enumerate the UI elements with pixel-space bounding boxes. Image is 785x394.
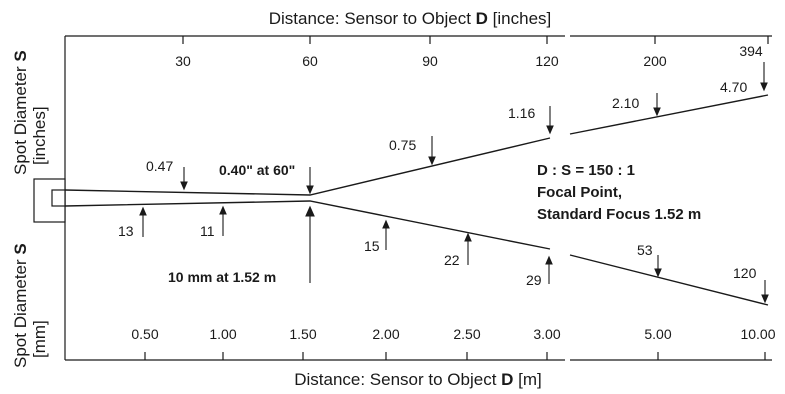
left-axis-lower-title: Spot Diameter S (11, 243, 30, 368)
inch-arrows (180, 62, 768, 195)
inch-label: 0.75 (389, 137, 416, 153)
mm-value-labels: 13 11 15 22 29 53 120 (118, 223, 757, 288)
bottom-tick-label: 10.00 (740, 326, 775, 342)
beam-lower-edge-far (569, 254, 769, 306)
left-axis-upper-unit: [inches] (30, 106, 49, 165)
beam-upper-edge (64, 137, 551, 196)
down-arrow-icon (653, 93, 661, 117)
bottom-tick-label: 5.00 (644, 326, 671, 342)
diagram-frame (64, 35, 772, 361)
focus-mm-note: 10 mm at 1.52 m (168, 269, 276, 285)
bottom-tick-label: 2.00 (372, 326, 399, 342)
spec-standard-focus: Standard Focus 1.52 m (537, 206, 701, 223)
top-axis-title: Distance: Sensor to Object D [inches] (269, 9, 552, 28)
down-arrow-icon (428, 136, 436, 166)
mm-down-arrows (654, 255, 769, 304)
bottom-tick-label: 1.50 (289, 326, 316, 342)
top-tick-label: 30 (175, 53, 191, 69)
spec-focal-point: Focal Point, (537, 184, 622, 201)
bottom-tick-label: 3.00 (533, 326, 560, 342)
inch-label: 4.70 (720, 79, 747, 95)
beam-outline (64, 94, 769, 306)
top-tick-label: 200 (643, 53, 667, 69)
mm-label: 15 (364, 238, 380, 254)
bottom-axis-title: Distance: Sensor to Object D [m] (294, 370, 542, 389)
spec-block: D : S = 150 : 1 Focal Point, Standard Fo… (537, 162, 701, 223)
down-arrow-icon (306, 167, 314, 195)
bottom-tick-label: 2.50 (453, 326, 480, 342)
spec-ratio: D : S = 150 : 1 (537, 162, 635, 179)
down-arrow-icon (546, 106, 554, 135)
mm-label: 22 (444, 252, 460, 268)
up-arrow-icon (545, 255, 553, 284)
top-tick-label: 60 (302, 53, 318, 69)
beam-upper-edge-far (569, 94, 769, 135)
down-arrow-icon (654, 255, 662, 278)
inch-value-labels: 0.47 0.75 1.16 2.10 4.70 (146, 79, 747, 174)
up-arrow-icon (139, 206, 147, 237)
mm-label: 13 (118, 223, 134, 239)
bottom-tick-labels: 0.50 1.00 1.50 2.00 2.50 3.00 5.00 10.00 (131, 326, 775, 342)
beam-lower-edge (64, 200, 551, 250)
top-tick-label: 90 (422, 53, 438, 69)
focus-inch-note: 0.40" at 60" (219, 162, 295, 178)
mm-label: 29 (526, 272, 542, 288)
top-tick-label: 394 (739, 43, 763, 59)
inch-label: 2.10 (612, 95, 639, 111)
mm-label: 53 (637, 242, 653, 258)
sensor-lens (51, 189, 66, 207)
up-arrow-icon (305, 205, 315, 283)
left-axis-lower-unit: [mm] (30, 320, 49, 358)
bottom-tick-label: 0.50 (131, 326, 158, 342)
up-arrow-icon (382, 219, 390, 250)
left-axis-upper-title: Spot Diameter S (11, 50, 30, 175)
top-tick-labels: 30 60 90 120 200 394 (175, 43, 763, 69)
inch-label: 0.47 (146, 158, 173, 174)
mm-label: 120 (733, 265, 757, 281)
inch-label: 1.16 (508, 105, 535, 121)
down-arrow-icon (180, 167, 188, 191)
sensor-icon (33, 178, 66, 223)
top-tick-label: 120 (535, 53, 559, 69)
mm-label: 11 (200, 223, 215, 239)
up-arrow-icon (464, 232, 472, 265)
bottom-tick-label: 1.00 (209, 326, 236, 342)
mm-arrows (139, 205, 553, 284)
down-arrow-icon (760, 62, 768, 92)
up-arrow-icon (219, 205, 227, 236)
down-arrow-icon (761, 280, 769, 304)
